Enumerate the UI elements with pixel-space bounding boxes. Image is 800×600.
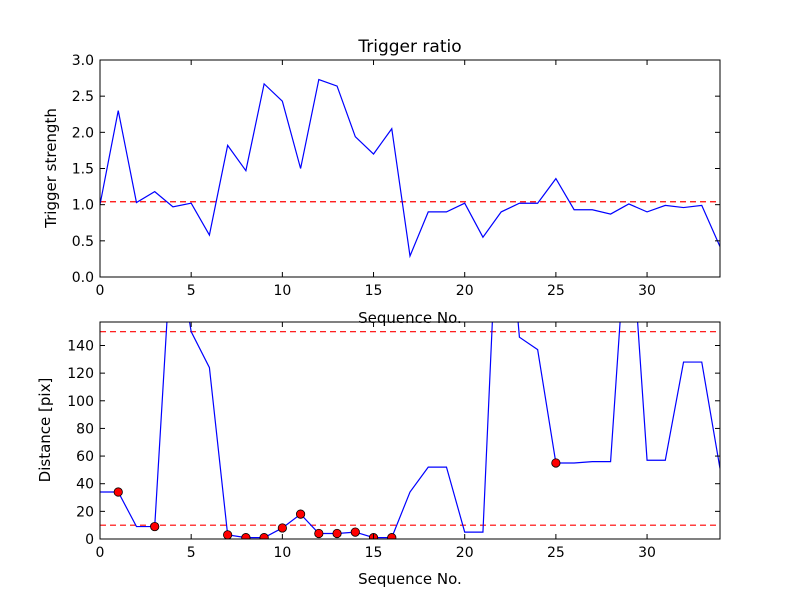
- top-x-tick-label: 0: [96, 283, 105, 299]
- bottom-y-tick-label: 20: [76, 504, 94, 520]
- bottom-data-marker: [387, 533, 397, 539]
- bottom-data-marker: [350, 527, 360, 537]
- bottom-data-marker: [150, 521, 160, 532]
- bottom-x-tick-label: 10: [273, 545, 291, 561]
- top-y-tick-label: 0.0: [72, 270, 94, 286]
- bottom-data-marker: [241, 533, 251, 539]
- top-y-tick-label: 1.5: [72, 162, 94, 178]
- chart-title: Trigger ratio: [357, 37, 461, 57]
- bottom-data-marker: [314, 528, 324, 539]
- top-y-tick-label: 2.0: [72, 125, 94, 141]
- bottom-y-tick-label: 40: [76, 477, 94, 493]
- bottom-y-tick-label: 140: [67, 338, 94, 354]
- bottom-y-tick-label: 100: [67, 394, 94, 410]
- bottom-data-marker: [259, 533, 269, 539]
- bottom-x-axis-label: Sequence No.: [358, 570, 462, 588]
- top-x-tick-label: 10: [273, 283, 291, 299]
- top-x-tick-label: 30: [638, 283, 656, 299]
- bottom-y-tick-label: 120: [67, 366, 94, 382]
- top-y-tick-label: 2.5: [72, 89, 94, 105]
- bottom-x-tick-label: 5: [187, 545, 196, 561]
- bottom-y-tick-label: 60: [76, 449, 94, 465]
- bottom-y-tick-label: 80: [76, 421, 94, 437]
- bottom-x-tick-label: 0: [96, 545, 105, 561]
- top-y-tick-label: 0.5: [72, 234, 94, 250]
- bottom-data-marker: [113, 487, 123, 497]
- top-x-tick-label: 5: [187, 283, 196, 299]
- distance-plot: 0 5 10 15 20 25 30 0 20 40 60 80 100 120 140 Sequence …: [36, 321, 721, 588]
- top-y-tick-label: 3.0: [72, 53, 94, 69]
- bottom-series-line-0: [100, 322, 720, 539]
- bottom-x-tick-label: 30: [638, 545, 656, 561]
- top-plot-frame: [99, 59, 721, 278]
- bottom-plot-frame: [99, 321, 721, 540]
- top-x-tick-label: 25: [547, 283, 565, 299]
- top-x-tick-label: 20: [456, 283, 474, 299]
- bottom-x-tick-label: 15: [365, 545, 383, 561]
- bottom-data-marker: [332, 528, 342, 539]
- bottom-data-marker: [223, 530, 233, 539]
- bottom-data-marker: [295, 509, 306, 519]
- bottom-y-axis-label: Distance [pix]: [36, 378, 54, 483]
- top-y-axis-label: Trigger strength: [42, 108, 60, 229]
- top-series-line-0: [100, 78, 720, 259]
- top-x-tick-label: 15: [365, 283, 383, 299]
- bottom-x-tick-label: 20: [456, 545, 474, 561]
- bottom-data-marker: [277, 523, 287, 533]
- bottom-data-marker: [551, 458, 561, 468]
- trigger-ratio-plot: Trigger ratio 0 5 10 15 20 25 30 0.0 0.5 1.0 1.5 2.…: [42, 37, 721, 327]
- bottom-y-tick-label: 0: [85, 532, 94, 548]
- top-y-tick-label: 1.0: [72, 198, 94, 214]
- bottom-x-tick-label: 25: [547, 545, 565, 561]
